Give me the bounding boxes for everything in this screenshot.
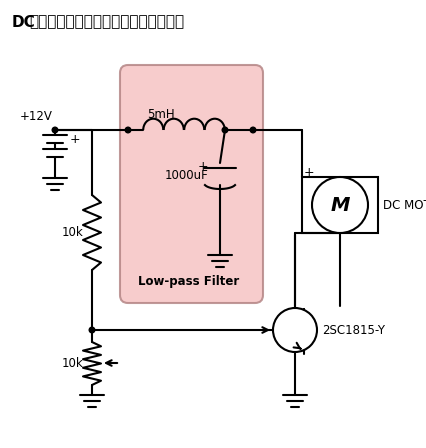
Text: 10k: 10k (62, 225, 83, 238)
Text: 2SC1815-Y: 2SC1815-Y (321, 323, 384, 336)
Text: モーターのドライブ回路（速度可変）: モーターのドライブ回路（速度可変） (29, 14, 184, 30)
Text: DC: DC (12, 14, 36, 30)
Text: 1000uF: 1000uF (164, 168, 208, 181)
Bar (301, 177, 377, 233)
FancyBboxPatch shape (120, 65, 262, 303)
Circle shape (250, 127, 255, 133)
Circle shape (52, 127, 58, 133)
Text: +: + (303, 165, 314, 178)
Text: +: + (198, 159, 208, 172)
Circle shape (311, 177, 367, 233)
Circle shape (222, 127, 227, 133)
Text: Low-pass Filter: Low-pass Filter (138, 275, 239, 288)
Circle shape (272, 308, 316, 352)
Circle shape (125, 127, 130, 133)
Text: M: M (330, 195, 349, 215)
Text: +12V: +12V (20, 109, 53, 122)
Text: 10k: 10k (62, 357, 83, 370)
Text: DC MOTOR: DC MOTOR (382, 198, 426, 211)
Circle shape (89, 327, 95, 333)
Text: 5mH: 5mH (147, 108, 174, 121)
Text: +: + (70, 133, 81, 146)
